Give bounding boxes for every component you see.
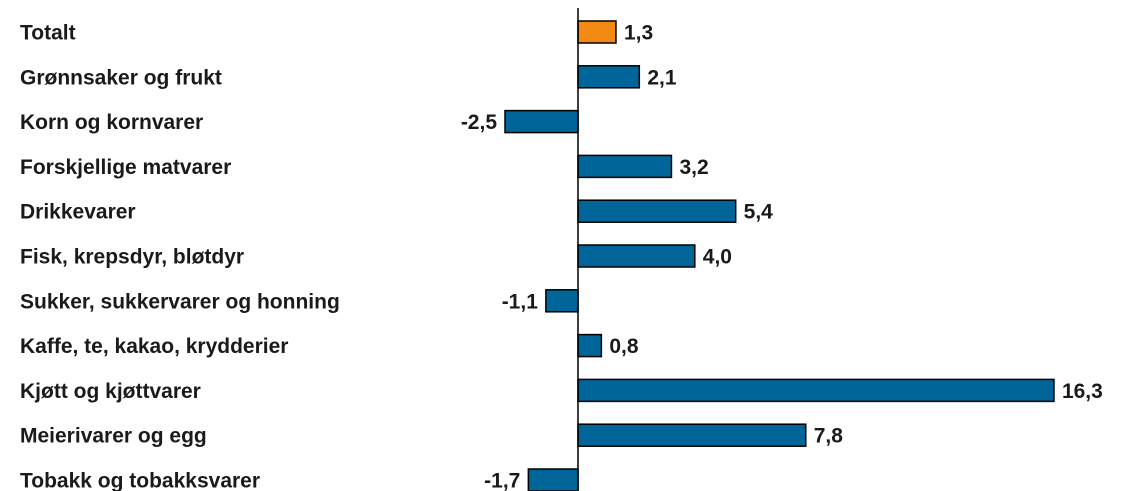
bar (577, 244, 696, 268)
category-label: Grønnsaker og frukt (20, 66, 222, 89)
value-label: -2,5 (461, 111, 498, 134)
value-label: 2,1 (647, 66, 677, 89)
value-label: -1,7 (484, 470, 520, 491)
value-label: 7,8 (814, 425, 844, 448)
bar (504, 109, 579, 134)
category-label: Sukker, sukkervarer og honning (20, 290, 340, 313)
category-label: Meierivarer og egg (20, 425, 207, 448)
value-label: 0,8 (609, 335, 639, 358)
bar (545, 289, 579, 313)
bar (527, 468, 579, 491)
bar (577, 154, 673, 179)
bar (577, 20, 617, 44)
category-label: Korn og kornvarer (20, 111, 203, 134)
bar (577, 65, 641, 89)
value-label: 16,3 (1062, 380, 1103, 403)
category-label: Kjøtt og kjøttvarer (20, 380, 201, 403)
category-labels: Totalt Grønnsaker og frukt Korn og kornvar… (20, 22, 340, 491)
value-label: 5,4 (744, 201, 774, 224)
bar (577, 378, 1055, 403)
category-label: Drikkevarer (20, 201, 136, 224)
value-label: 4,0 (703, 246, 732, 269)
category-label: Fisk, krepsdyr, bløtdyr (20, 246, 244, 269)
value-label: 1,3 (624, 22, 653, 45)
bar (577, 199, 737, 223)
value-label: 3,2 (679, 156, 708, 179)
bar (577, 423, 807, 447)
category-label: Tobakk og tobakksvarer (20, 470, 260, 491)
value-label: -1,1 (502, 290, 539, 313)
bars (504, 20, 1055, 491)
category-label: Totalt (20, 22, 76, 45)
category-label: Forskjellige matvarer (20, 156, 231, 179)
category-label: Kaffe, te, kakao, krydderier (20, 335, 288, 358)
value-labels: 1,3 2,1 -2,5 3,2 5,4 4,0 -1,1 0,8 16,3 7,8 -1,7 (461, 22, 1103, 491)
bar (577, 333, 603, 358)
